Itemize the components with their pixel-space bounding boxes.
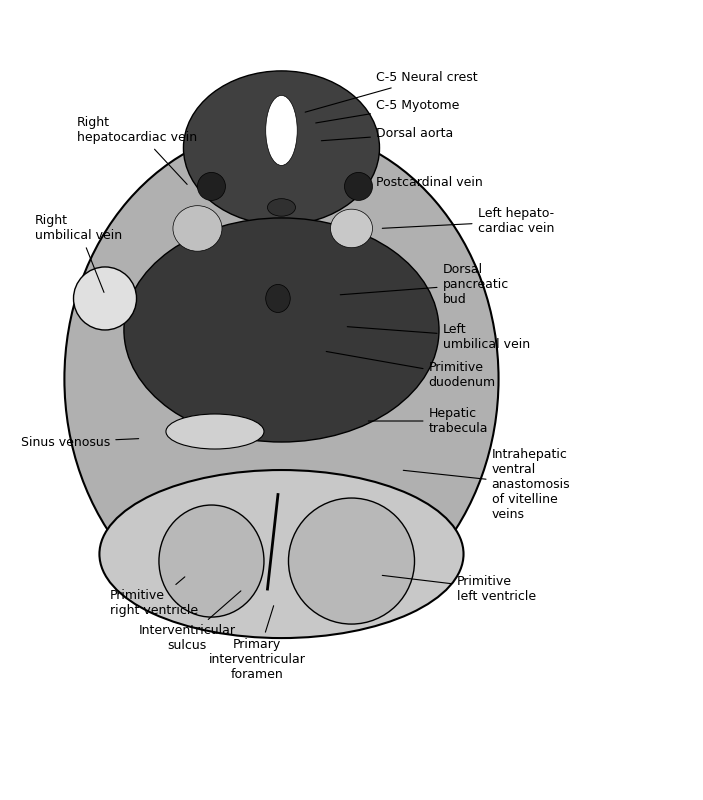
Text: Left hepato-
cardiac vein: Left hepato- cardiac vein [382, 207, 554, 235]
Text: Primary
interventricular
foramen: Primary interventricular foramen [209, 606, 305, 681]
Ellipse shape [183, 71, 380, 225]
Text: Intrahepatic
ventral
anastomosis
of vitelline
veins: Intrahepatic ventral anastomosis of vite… [404, 447, 570, 521]
Text: Hepatic
trabecula: Hepatic trabecula [368, 407, 488, 435]
Text: Primitive
right ventricle: Primitive right ventricle [110, 577, 198, 617]
Text: Postcardinal vein: Postcardinal vein [361, 177, 483, 193]
Text: Left
umbilical vein: Left umbilical vein [347, 323, 529, 351]
Text: C-5 Neural crest: C-5 Neural crest [305, 71, 477, 112]
Text: Right
hepatocardiac vein: Right hepatocardiac vein [77, 117, 197, 184]
Text: Sinus venosus: Sinus venosus [21, 435, 138, 449]
Circle shape [198, 173, 226, 201]
Text: Primitive
duodenum: Primitive duodenum [326, 351, 496, 390]
Ellipse shape [288, 498, 415, 624]
Circle shape [74, 267, 136, 330]
Ellipse shape [65, 127, 498, 631]
Text: Primitive
left ventricle: Primitive left ventricle [382, 575, 536, 603]
Ellipse shape [266, 95, 297, 166]
Ellipse shape [124, 218, 439, 442]
Ellipse shape [266, 285, 290, 313]
Text: C-5 Myotome: C-5 Myotome [316, 99, 459, 123]
Ellipse shape [330, 209, 373, 248]
Ellipse shape [173, 206, 222, 251]
Text: Interventricular
sulcus: Interventricular sulcus [138, 591, 241, 652]
Ellipse shape [99, 470, 463, 638]
Ellipse shape [166, 414, 264, 449]
Circle shape [344, 173, 373, 201]
Text: Dorsal aorta: Dorsal aorta [321, 127, 453, 141]
Ellipse shape [267, 198, 295, 216]
Ellipse shape [159, 505, 264, 617]
Text: Right
umbilical vein: Right umbilical vein [35, 214, 122, 292]
Text: Dorsal
pancreatic
bud: Dorsal pancreatic bud [340, 263, 509, 306]
